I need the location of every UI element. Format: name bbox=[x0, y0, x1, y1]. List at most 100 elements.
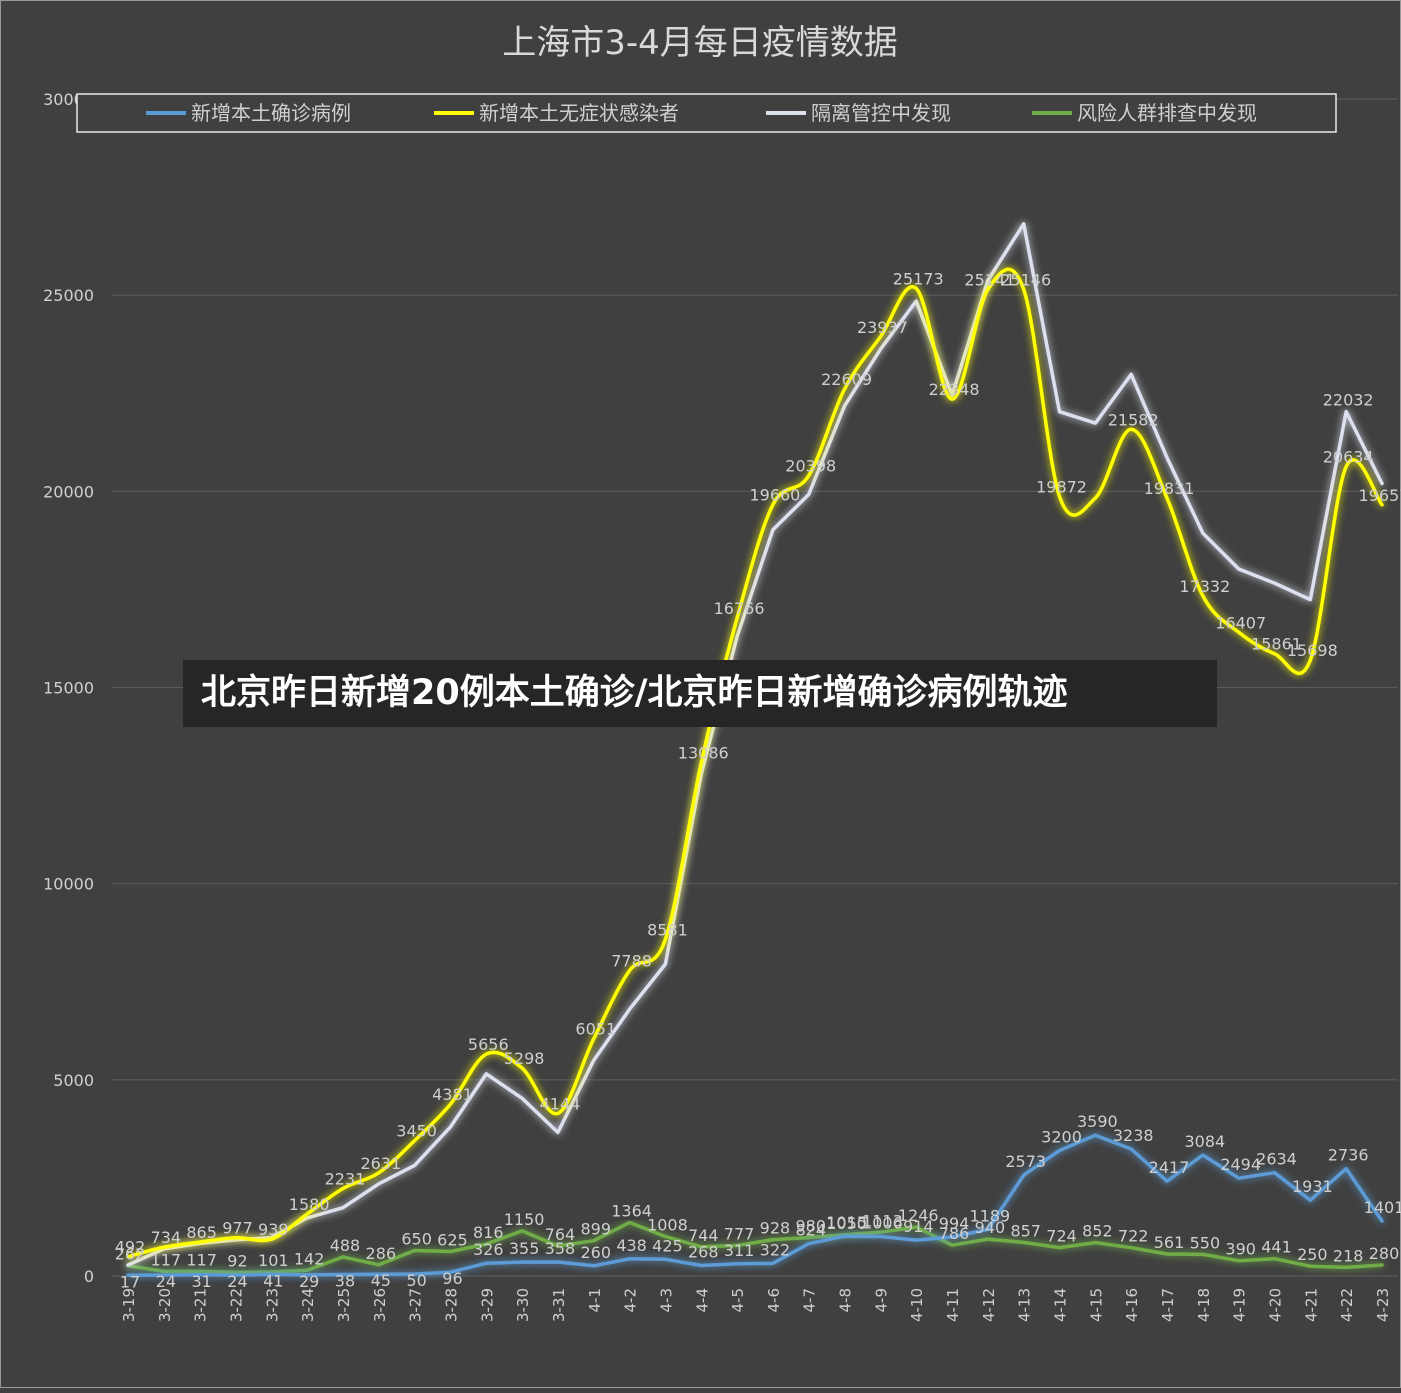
x-tick-label: 3-22 bbox=[227, 1288, 245, 1322]
x-tick-label: 4-22 bbox=[1338, 1288, 1356, 1322]
data-labels: 17 24 31 24 41 29 38 45 50 96 326 355 358 260 438 425 26… bbox=[115, 269, 1401, 1291]
data-label: 50 bbox=[406, 1271, 426, 1290]
data-label: 3590 bbox=[1077, 1112, 1118, 1131]
data-label: 1006 bbox=[862, 1214, 903, 1233]
data-label: 390 bbox=[1225, 1240, 1256, 1259]
data-label: 488 bbox=[330, 1236, 361, 1255]
data-label: 17332 bbox=[1179, 577, 1230, 596]
x-tick-label: 4-20 bbox=[1267, 1288, 1285, 1322]
data-label: 2231 bbox=[325, 1169, 366, 1188]
data-label: 1150 bbox=[504, 1210, 545, 1229]
data-label: 3084 bbox=[1184, 1132, 1225, 1151]
series-lines bbox=[126, 222, 1384, 1278]
x-tick-label: 4-14 bbox=[1052, 1288, 1070, 1322]
x-tick-label: 3-31 bbox=[550, 1288, 568, 1322]
x-tick-label: 4-2 bbox=[622, 1288, 640, 1313]
data-label: 857 bbox=[1010, 1221, 1041, 1240]
x-tick-label: 3-19 bbox=[120, 1288, 138, 1322]
x-tick-label: 4-5 bbox=[729, 1288, 747, 1313]
data-label: 3200 bbox=[1041, 1127, 1082, 1146]
y-tick-label: 25000 bbox=[43, 286, 94, 305]
data-label: 17 bbox=[120, 1272, 140, 1291]
data-label: 5656 bbox=[468, 1035, 509, 1054]
x-tick-label: 4-1 bbox=[586, 1288, 604, 1313]
data-label: 19872 bbox=[1036, 477, 1087, 496]
data-label: 218 bbox=[1333, 1246, 1364, 1265]
data-label: 1015 bbox=[826, 1213, 867, 1232]
data-label: 41 bbox=[263, 1271, 283, 1290]
x-tick-label: 4-12 bbox=[980, 1288, 998, 1322]
data-label: 142 bbox=[294, 1249, 325, 1268]
x-tick-label: 3-24 bbox=[299, 1288, 317, 1322]
data-label: 19831 bbox=[1144, 479, 1195, 498]
x-tick-label: 3-26 bbox=[371, 1288, 389, 1322]
data-label: 2736 bbox=[1328, 1146, 1369, 1165]
x-tick-label: 3-25 bbox=[335, 1288, 353, 1322]
data-label: 3450 bbox=[396, 1122, 437, 1141]
data-label: 1113 bbox=[862, 1211, 903, 1230]
data-label: 15698 bbox=[1287, 641, 1338, 660]
data-label: 117 bbox=[186, 1250, 217, 1269]
data-label: 24 bbox=[227, 1272, 247, 1291]
y-tick-label: 0 bbox=[84, 1267, 94, 1286]
data-label: 5298 bbox=[504, 1049, 545, 1068]
series-line-asymptomatic bbox=[126, 267, 1384, 1259]
series-line-confirmed bbox=[126, 1133, 1384, 1278]
x-tick-label: 3-27 bbox=[407, 1288, 425, 1322]
data-label: 25146 bbox=[1000, 270, 1051, 289]
data-label: 24 bbox=[156, 1272, 176, 1291]
data-label: 280 bbox=[1369, 1244, 1400, 1263]
data-label: 764 bbox=[545, 1225, 576, 1244]
data-label: 20398 bbox=[785, 457, 836, 476]
data-label: 744 bbox=[688, 1226, 719, 1245]
x-tick-label: 4-10 bbox=[908, 1288, 926, 1322]
data-label: 824 bbox=[795, 1221, 826, 1240]
data-label: 96 bbox=[442, 1269, 462, 1288]
data-label: 852 bbox=[1082, 1222, 1113, 1241]
data-label: 2417 bbox=[1149, 1158, 1190, 1177]
data-label: 899 bbox=[580, 1220, 611, 1239]
data-label: 734 bbox=[151, 1228, 182, 1247]
data-label: 865 bbox=[186, 1223, 217, 1242]
data-label: 2634 bbox=[1256, 1150, 1297, 1169]
legend-label: 新增本土确诊病例 bbox=[191, 101, 351, 125]
data-label: 2494 bbox=[1220, 1155, 1261, 1174]
data-label: 2631 bbox=[360, 1154, 401, 1173]
data-label: 16766 bbox=[714, 599, 765, 618]
data-label: 311 bbox=[724, 1241, 755, 1260]
y-tick-label: 5000 bbox=[53, 1071, 94, 1090]
data-label: 4381 bbox=[432, 1085, 473, 1104]
x-tick-label: 3-28 bbox=[442, 1288, 460, 1322]
x-tick-label: 3-21 bbox=[192, 1288, 210, 1322]
data-label: 550 bbox=[1190, 1233, 1221, 1252]
x-axis: 3-19 3-20 3-21 3-22 3-23 3-24 3-25 3-26 3-27 3-28… bbox=[120, 1288, 1392, 1322]
data-label: 25141 bbox=[964, 271, 1015, 290]
data-label: 816 bbox=[473, 1223, 504, 1242]
y-tick-label: 15000 bbox=[43, 679, 94, 698]
overlay-caption: 北京昨日新增20例本土确诊/北京昨日新增确诊病例轨迹 bbox=[183, 660, 1217, 727]
y-tick-label: 20000 bbox=[43, 482, 94, 501]
x-tick-label: 4-4 bbox=[693, 1288, 711, 1313]
x-tick-label: 3-23 bbox=[263, 1288, 281, 1322]
data-label: 101 bbox=[258, 1251, 289, 1270]
data-label: 2573 bbox=[1005, 1152, 1046, 1171]
data-label: 914 bbox=[903, 1217, 934, 1236]
series-line-quarantine bbox=[126, 222, 1384, 1267]
data-label: 928 bbox=[760, 1219, 791, 1238]
legend-label: 隔离管控中发现 bbox=[811, 101, 951, 125]
data-label: 977 bbox=[222, 1219, 253, 1238]
data-label: 25173 bbox=[893, 269, 944, 288]
data-label: 1008 bbox=[647, 1215, 688, 1234]
data-label: 268 bbox=[688, 1242, 719, 1261]
data-label: 939 bbox=[258, 1220, 289, 1239]
x-tick-label: 4-13 bbox=[1016, 1288, 1034, 1322]
legend-box bbox=[76, 93, 1337, 133]
data-label: 625 bbox=[437, 1230, 468, 1249]
data-label: 492 bbox=[115, 1238, 146, 1257]
data-label: 22348 bbox=[929, 380, 980, 399]
data-label: 1364 bbox=[611, 1201, 652, 1220]
data-label: 286 bbox=[366, 1244, 397, 1263]
x-tick-label: 4-6 bbox=[765, 1288, 783, 1313]
x-tick-label: 3-20 bbox=[156, 1288, 174, 1322]
x-tick-label: 4-17 bbox=[1159, 1288, 1177, 1322]
